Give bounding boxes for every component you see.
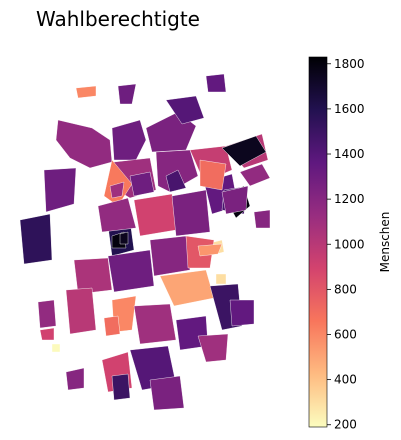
district-region [215,273,227,285]
district-region [197,333,229,363]
colorbar-tick-label: 400 [334,373,357,387]
district-region [133,303,177,345]
district-region [149,235,191,277]
district-region [39,327,55,341]
district-region [73,257,113,295]
district-region [199,159,227,191]
district-region [19,213,53,265]
district-region [107,249,155,293]
district-region [65,367,85,391]
colorbar-gradient [308,56,328,428]
district-region [55,119,113,169]
colorbar-tick-label: 1200 [334,192,365,206]
district-region [75,85,97,99]
colorbar-tick-label: 1800 [334,57,365,71]
colorbar-tick-label: 1600 [334,102,365,116]
district-region [37,299,57,329]
district-region [109,181,125,199]
district-region [111,373,131,401]
colorbar-tick-label: 1000 [334,237,365,251]
district-region [129,171,155,197]
district-region [221,135,267,167]
colorbar-tick-label: 800 [334,282,357,296]
district-region [229,299,255,327]
district-region [117,83,137,105]
colorbar-tick-label: 1400 [334,147,365,161]
district-region [197,243,223,257]
map-title: Wahlberechtigte [36,7,200,31]
district-region [119,231,129,245]
district-region [165,95,205,125]
district-region [253,209,271,229]
district-region [97,197,137,233]
district-region [149,375,185,411]
colorbar-tick-label: 600 [334,328,357,342]
district-region [65,287,97,335]
district-region [165,169,187,193]
colorbar-tick-label: 200 [334,418,357,432]
district-region [205,73,227,93]
district-region [171,189,211,237]
district-region [111,119,147,161]
district-region [221,185,249,215]
district-region [43,167,77,213]
district-region [239,163,271,187]
district-region [51,343,61,353]
colorbar-label: Menschen [378,212,392,273]
district-region [103,315,121,337]
